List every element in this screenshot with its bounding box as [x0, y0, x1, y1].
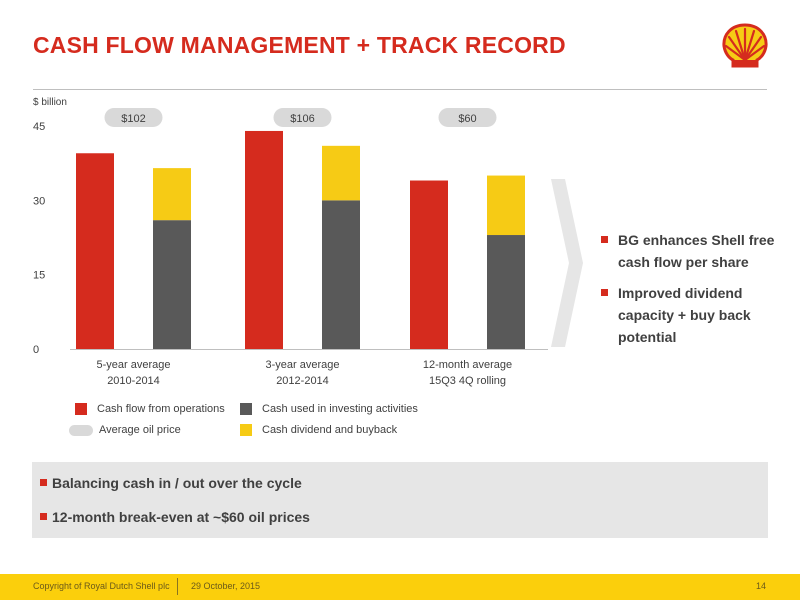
- bullet-text: BG enhances Shell free cash flow per sha…: [618, 232, 775, 270]
- red-square-bullet-icon: [601, 236, 608, 243]
- footer-divider: [177, 578, 178, 595]
- bullet-item: BG enhances Shell free cash flow per sha…: [601, 229, 791, 273]
- y-tick-label: 0: [33, 344, 39, 356]
- bullet-text: Improved dividend capacity + buy back po…: [618, 285, 751, 345]
- legend-label: Average oil price: [99, 424, 181, 436]
- legend-swatch: [75, 403, 87, 415]
- group-label: 5-year average: [97, 359, 171, 371]
- bar-cash-dividend-and-buyback: [487, 175, 525, 236]
- legend-item-cash-dividend-and-buyback: Cash dividend and buyback: [240, 424, 397, 436]
- group-label: 12-month average: [423, 359, 512, 371]
- legend-swatch: [240, 424, 252, 436]
- group-label: 15Q3 4Q rolling: [429, 375, 506, 387]
- group-labels: 5-year average 2010-2014 3-year average 201…: [97, 359, 513, 387]
- red-square-bullet-icon: [40, 513, 47, 520]
- chevron-arrow-icon: [551, 179, 583, 347]
- bar-cash-used-in-investing: [487, 235, 525, 349]
- oil-price-pill: [438, 108, 497, 127]
- summary-text: 12-month break-even at ~$60 oil prices: [52, 509, 310, 525]
- bar-cash-dividend-and-buyback: [322, 145, 360, 201]
- legend-item-average-oil-price: Average oil price: [69, 424, 181, 436]
- key-points: BG enhances Shell free cash flow per sha…: [601, 229, 791, 357]
- red-square-bullet-icon: [40, 479, 47, 486]
- bars: [76, 130, 525, 349]
- red-square-bullet-icon: [601, 289, 608, 296]
- legend-label: Cash used in investing activities: [262, 403, 418, 415]
- title-divider: [33, 89, 767, 90]
- summary-item: Balancing cash in / out over the cycle: [40, 475, 302, 491]
- summary-item: 12-month break-even at ~$60 oil prices: [40, 509, 310, 525]
- bullet-item: Improved dividend capacity + buy back po…: [601, 282, 791, 348]
- legend-label: Cash flow from operations: [97, 403, 225, 415]
- legend-item-cash-used-in-investing-activities: Cash used in investing activities: [240, 403, 418, 415]
- group-label: 3-year average: [266, 359, 340, 371]
- y-tick-label: 30: [33, 195, 45, 207]
- oil-price-pill: [273, 108, 332, 127]
- oil-price-label: $102: [121, 113, 145, 125]
- copyright-text: Copyright of Royal Dutch Shell plc: [33, 581, 170, 591]
- footer-date: 29 October, 2015: [191, 581, 261, 591]
- y-axis-label: $ billion: [33, 97, 67, 108]
- bar-cash-flow-from-operations: [410, 180, 448, 349]
- bar-cash-dividend-and-buyback: [153, 168, 191, 221]
- oil-price-pill: [104, 108, 163, 127]
- page-title: CASH FLOW MANAGEMENT + TRACK RECORD: [33, 32, 566, 58]
- legend-swatch: [240, 403, 252, 415]
- bar-cash-used-in-investing: [322, 200, 360, 349]
- page-number: 14: [756, 581, 767, 591]
- summary-text: Balancing cash in / out over the cycle: [52, 475, 302, 491]
- legend-label: Cash dividend and buyback: [262, 424, 398, 436]
- oil-price-label: $106: [290, 113, 314, 125]
- shell-pecten-icon: [722, 23, 768, 68]
- y-tick-label: 15: [33, 270, 45, 282]
- oil-price-label: $60: [458, 113, 476, 125]
- legend-swatch: [69, 424, 93, 436]
- group-label: 2012-2014: [276, 375, 329, 387]
- group-label: 2010-2014: [107, 375, 160, 387]
- footer: Copyright of Royal Dutch Shell plc 29 Oc…: [0, 574, 800, 600]
- y-tick-label: 45: [33, 121, 45, 133]
- bar-cash-flow-from-operations: [245, 130, 283, 349]
- oil-price-pills: $102 $106 $60: [104, 108, 497, 127]
- summary-box: Balancing cash in / out over the cycle 1…: [32, 462, 768, 538]
- legend-item-cash-flow-from-operations: Cash flow from operations: [75, 403, 225, 415]
- y-axis-ticks: 0 15 30 45: [33, 121, 45, 356]
- bar-cash-flow-from-operations: [76, 153, 114, 349]
- bar-cash-used-in-investing: [153, 220, 191, 349]
